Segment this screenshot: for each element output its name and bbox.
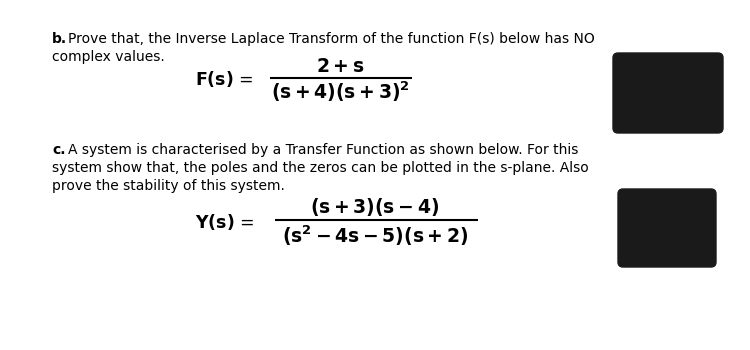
FancyBboxPatch shape (618, 189, 716, 267)
Text: $\mathbf{(s^2-4s-5)(s+2)}$: $\mathbf{(s^2-4s-5)(s+2)}$ (282, 224, 468, 248)
Text: prove the stability of this system.: prove the stability of this system. (52, 179, 285, 193)
Text: c.: c. (52, 143, 65, 157)
Text: $\mathbf{2+s}$: $\mathbf{2+s}$ (316, 56, 364, 76)
Text: b.: b. (52, 32, 68, 46)
Text: Prove that, the Inverse Laplace Transform of the function F(s) below has NO: Prove that, the Inverse Laplace Transfor… (68, 32, 595, 46)
Text: $\mathbf{Y(s)}$ =: $\mathbf{Y(s)}$ = (195, 212, 254, 232)
Text: $\mathbf{(s+3)(s-4)}$: $\mathbf{(s+3)(s-4)}$ (310, 196, 440, 218)
Text: complex values.: complex values. (52, 50, 165, 64)
Text: $\mathbf{F(s)}$ =: $\mathbf{F(s)}$ = (195, 69, 254, 89)
FancyBboxPatch shape (613, 53, 723, 133)
Text: $\mathbf{(s+4)(s+3)^2}$: $\mathbf{(s+4)(s+3)^2}$ (271, 80, 410, 104)
Text: system show that, the poles and the zeros can be plotted in the s-plane. Also: system show that, the poles and the zero… (52, 161, 589, 175)
Text: A system is characterised by a Transfer Function as shown below. For this: A system is characterised by a Transfer … (68, 143, 578, 157)
